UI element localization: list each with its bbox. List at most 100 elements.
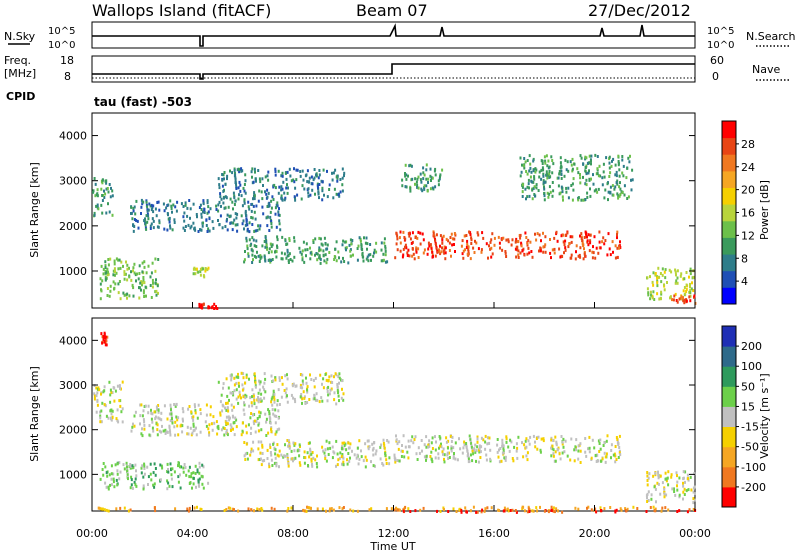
power-cell (467, 245, 470, 249)
velocity-cell (349, 442, 352, 446)
power-cell (652, 271, 655, 275)
power-cell (560, 177, 563, 180)
velocity-cell (526, 451, 529, 455)
power-cell (408, 164, 411, 168)
velocity-cell (343, 444, 346, 447)
velocity-cell (190, 433, 193, 437)
velocity-cell (192, 418, 195, 422)
power-cell (286, 191, 289, 195)
velocity-cell (616, 441, 619, 445)
nsky-scale-bottom: 10^0 (48, 40, 75, 51)
power-cell (341, 176, 344, 180)
velocity-cell (222, 382, 225, 386)
velocity-cell (472, 452, 475, 456)
power-cell (441, 241, 444, 245)
velocity-cell (413, 438, 416, 441)
velocity-cell (102, 462, 105, 465)
power-cell (617, 160, 620, 163)
power-cell (316, 184, 319, 188)
velocity-cell (527, 507, 530, 511)
power-cell (361, 248, 364, 251)
power-cell (200, 305, 202, 309)
velocity-cell (380, 443, 383, 447)
velocity-cell (116, 472, 119, 476)
power-cell (264, 245, 267, 249)
velocity-cell (401, 444, 403, 447)
power-cell (202, 267, 205, 271)
power-cell (236, 229, 239, 233)
power-cell (689, 267, 692, 271)
power-cell (265, 240, 268, 244)
velocity-cell (164, 432, 167, 435)
velocity-cell (129, 508, 132, 512)
power-cell (567, 186, 570, 190)
power-cell (142, 291, 145, 295)
power-cell (215, 204, 218, 208)
power-cell (105, 181, 108, 185)
power-cell (93, 213, 96, 217)
power-cell (530, 250, 533, 253)
velocity-cell (304, 456, 307, 460)
power-cell (143, 219, 146, 223)
velocity-cell (259, 451, 262, 455)
velocity-cell (276, 403, 279, 407)
power-cell (345, 246, 348, 250)
power-cell (171, 210, 173, 214)
power-cell (404, 172, 406, 175)
power-cell (610, 164, 613, 168)
velocity-cell (143, 464, 146, 468)
velocity-cell (498, 509, 501, 512)
power-cell (344, 246, 347, 250)
velocity-cell (246, 457, 249, 461)
power-cell (570, 184, 573, 187)
power-cell (682, 289, 685, 293)
power-cell (572, 188, 575, 192)
velocity-cell (286, 439, 289, 442)
power-cell (132, 294, 135, 298)
velocity-cell (332, 508, 335, 512)
power-cell (258, 177, 261, 181)
power-cell (689, 272, 692, 276)
power-cell (408, 232, 411, 236)
velocity-cell (430, 458, 433, 462)
velocity-cell (333, 398, 336, 402)
velocity-data (93, 331, 697, 514)
power-cell (356, 258, 359, 262)
velocity-cell (225, 415, 228, 419)
power-cell (528, 186, 530, 190)
power-cell (270, 250, 273, 254)
velocity-cell (229, 506, 232, 510)
power-cell (104, 179, 107, 183)
power-cell (543, 185, 545, 189)
power-cell (404, 243, 407, 247)
velocity-cell (482, 438, 485, 442)
power-cell (176, 200, 179, 204)
power-cell (659, 272, 662, 275)
power-cell (244, 250, 246, 253)
power-cell (197, 230, 200, 233)
velocity-colorbar-segment (722, 426, 736, 448)
velocity-cell (275, 462, 278, 466)
power-cell (433, 169, 436, 173)
velocity-cell (222, 386, 224, 390)
velocity-cell (428, 439, 431, 443)
power-cell (190, 224, 193, 228)
power-cell (519, 174, 522, 178)
power-cell (94, 194, 97, 198)
velocity-cell (213, 421, 216, 425)
velocity-cell (129, 486, 132, 490)
power-colorbar-tick-label: 4 (741, 275, 748, 288)
power-cell (399, 230, 402, 234)
power-cell (274, 212, 277, 216)
power-cell (529, 240, 532, 244)
power-cell (528, 169, 531, 173)
velocity-cell (551, 444, 554, 448)
velocity-cell (556, 448, 559, 452)
power-cell (283, 191, 286, 195)
power-cell (433, 235, 436, 239)
power-cell (243, 189, 246, 193)
power-cell (619, 193, 622, 196)
velocity-cell (226, 401, 229, 405)
power-cell (189, 207, 192, 211)
power-cell (365, 236, 368, 240)
